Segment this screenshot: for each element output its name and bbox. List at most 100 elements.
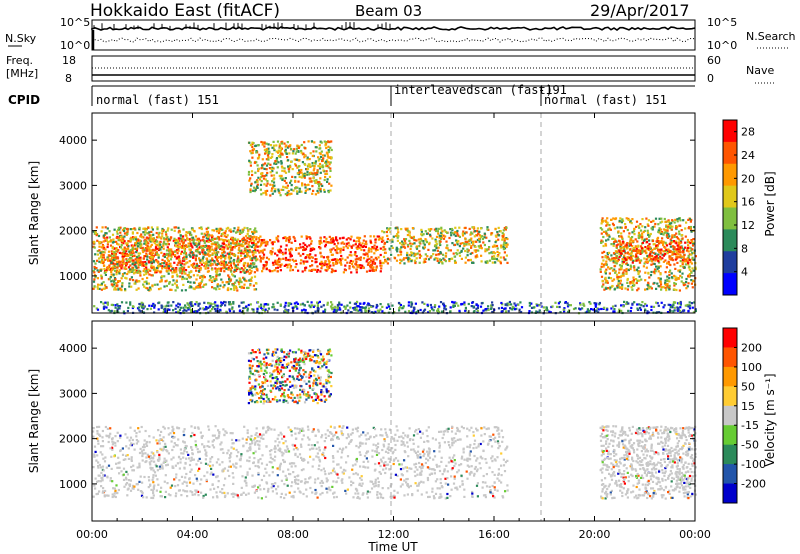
power-cell bbox=[275, 157, 279, 160]
power-cell bbox=[279, 146, 283, 149]
power-cell bbox=[331, 269, 334, 272]
power-cell bbox=[117, 228, 120, 232]
power-cell bbox=[662, 254, 665, 257]
power-cell bbox=[172, 309, 175, 312]
power-cell bbox=[449, 310, 452, 313]
power-cell bbox=[101, 226, 104, 229]
power-cell bbox=[694, 255, 697, 258]
power-cell bbox=[141, 249, 144, 252]
power-cell bbox=[180, 266, 183, 269]
power-cell bbox=[255, 150, 258, 153]
power-cell bbox=[277, 188, 280, 191]
power-cell bbox=[378, 235, 381, 238]
power-cell bbox=[216, 256, 219, 259]
power-cell bbox=[236, 230, 239, 233]
power-cell bbox=[132, 259, 135, 262]
power-cell bbox=[280, 188, 283, 191]
power-cell bbox=[369, 239, 372, 242]
power-cell bbox=[384, 248, 387, 251]
power-cell bbox=[348, 267, 351, 270]
power-cell bbox=[330, 306, 333, 310]
power-cell bbox=[96, 308, 100, 311]
power-cell bbox=[665, 224, 668, 227]
power-cell bbox=[167, 272, 170, 275]
power-cell bbox=[675, 252, 678, 255]
power-cell bbox=[295, 301, 298, 304]
power-cell bbox=[107, 266, 110, 269]
power-cell bbox=[184, 304, 187, 307]
power-cell bbox=[688, 268, 691, 271]
power-cell bbox=[320, 267, 323, 270]
power-cell bbox=[538, 310, 541, 313]
power-cell bbox=[159, 280, 162, 283]
power-cell bbox=[93, 267, 96, 270]
power-cell bbox=[367, 261, 370, 265]
power-cell bbox=[235, 242, 238, 245]
power-cell bbox=[170, 253, 173, 256]
power-cell bbox=[247, 230, 250, 233]
power-cell bbox=[680, 280, 683, 283]
power-cell bbox=[205, 257, 208, 260]
power-cell bbox=[173, 226, 176, 229]
power-cell bbox=[593, 302, 596, 305]
power-cell bbox=[670, 258, 673, 261]
power-cell bbox=[246, 270, 250, 273]
power-cell bbox=[295, 190, 299, 193]
power-cell bbox=[433, 258, 436, 261]
power-cell bbox=[641, 234, 644, 237]
power-cell bbox=[647, 281, 650, 284]
power-cell bbox=[620, 252, 623, 255]
power-cell bbox=[605, 287, 608, 290]
power-cell bbox=[121, 248, 124, 251]
power-cell bbox=[181, 237, 184, 240]
power-cell bbox=[279, 150, 282, 153]
power-cell bbox=[130, 276, 133, 279]
power-cell bbox=[579, 303, 582, 306]
power-cell bbox=[132, 260, 135, 263]
power-cell bbox=[493, 252, 497, 255]
power-cell bbox=[115, 285, 118, 288]
power-cell bbox=[667, 223, 670, 226]
power-cell bbox=[610, 254, 613, 257]
power-cell bbox=[280, 142, 284, 145]
power-cell bbox=[248, 272, 251, 275]
power-cell bbox=[198, 284, 202, 287]
power-cell bbox=[192, 240, 195, 243]
power-cell bbox=[147, 268, 150, 271]
power-cell bbox=[224, 244, 227, 247]
power-cell bbox=[417, 238, 420, 241]
power-cell bbox=[172, 301, 175, 304]
power-cell bbox=[653, 247, 656, 250]
power-cell bbox=[659, 221, 662, 224]
power-cell bbox=[167, 267, 170, 270]
power-cell bbox=[304, 147, 307, 150]
power-cell bbox=[226, 263, 229, 266]
power-cell bbox=[612, 217, 615, 220]
power-cell bbox=[647, 248, 650, 251]
power-cell bbox=[484, 248, 487, 251]
power-cell bbox=[508, 300, 511, 304]
power-cell bbox=[115, 249, 118, 252]
power-cell bbox=[193, 287, 196, 291]
power-cell bbox=[138, 309, 141, 312]
power-cell bbox=[319, 155, 323, 158]
power-cell bbox=[663, 228, 666, 231]
power-cell bbox=[378, 238, 381, 241]
power-cell bbox=[415, 239, 418, 242]
power-cell bbox=[626, 256, 629, 259]
power-cell bbox=[301, 173, 305, 176]
power-cell bbox=[299, 254, 302, 257]
power-cell bbox=[646, 310, 649, 313]
power-cell bbox=[255, 238, 258, 241]
power-cell bbox=[443, 307, 446, 310]
power-cell bbox=[428, 229, 431, 232]
cpid-segment-4: normal (fast) 151 bbox=[544, 93, 667, 107]
power-cell bbox=[202, 261, 205, 264]
power-cell bbox=[236, 259, 239, 263]
power-cell bbox=[249, 164, 252, 167]
power-cell bbox=[622, 305, 625, 308]
power-cell bbox=[615, 250, 618, 253]
power-cell bbox=[288, 249, 291, 252]
power-cell bbox=[266, 149, 269, 152]
power-cell bbox=[688, 301, 691, 304]
